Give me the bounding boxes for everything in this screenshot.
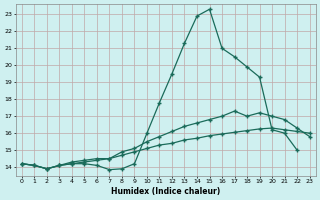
X-axis label: Humidex (Indice chaleur): Humidex (Indice chaleur) bbox=[111, 187, 220, 196]
